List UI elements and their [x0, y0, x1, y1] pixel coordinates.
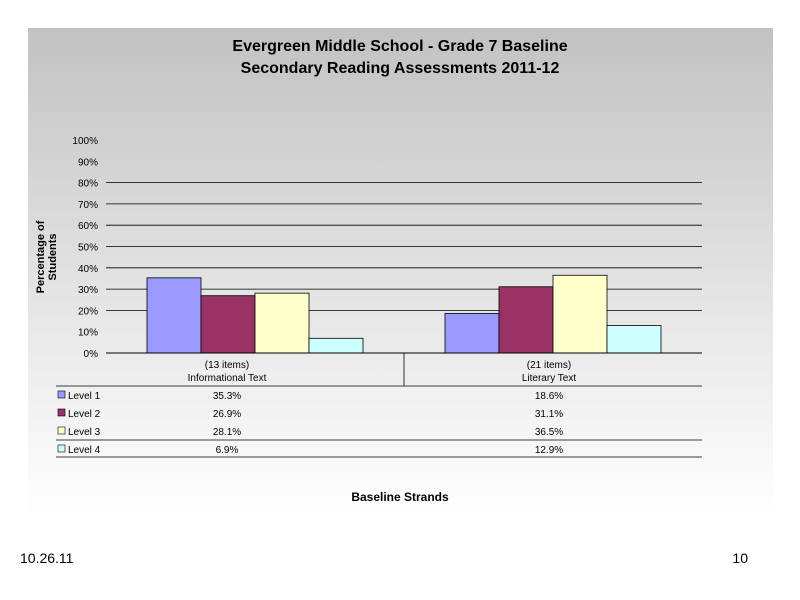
bar-level-2	[200, 295, 256, 354]
x-axis-label: Baseline Strands	[351, 490, 449, 504]
data-label: 35.3%	[213, 391, 241, 402]
y-tick-label: 20%	[78, 306, 98, 317]
y-tick-label: 70%	[78, 200, 98, 211]
bar-level-1	[146, 277, 202, 354]
bar-level-1	[444, 312, 500, 354]
bar-level-4	[308, 337, 364, 354]
chart-title: Evergreen Middle School - Grade 7 Baseli…	[232, 38, 568, 55]
y-tick-label: 10%	[78, 328, 98, 339]
category-label: Informational Text	[188, 373, 267, 384]
data-label: 28.1%	[213, 427, 241, 438]
y-tick-label: 50%	[78, 243, 98, 254]
page-number: 10	[732, 550, 748, 566]
category-label: Literary Text	[522, 373, 577, 384]
chart-subtitle: Secondary Reading Assessments 2011-12	[240, 60, 560, 77]
data-label: 31.1%	[535, 409, 563, 420]
data-label: 12.9%	[535, 445, 563, 456]
category-count: (21 items)	[527, 360, 571, 371]
legend-label: Level 1	[68, 391, 101, 402]
category-count: (13 items)	[205, 360, 249, 371]
data-label: 6.9%	[216, 445, 239, 456]
y-tick-label: 100%	[72, 136, 98, 147]
legend-label: Level 2	[68, 409, 101, 420]
y-tick-label: 0%	[84, 349, 99, 360]
chart-panel	[28, 28, 773, 515]
legend-swatch	[57, 390, 66, 399]
footer-date: 10.26.11	[20, 550, 74, 566]
legend-swatch	[57, 426, 66, 435]
bar-level-3	[552, 274, 608, 354]
legend-swatch	[57, 444, 66, 453]
legend-label: Level 4	[68, 445, 101, 456]
legend-swatch	[57, 408, 66, 417]
data-label: 26.9%	[213, 409, 241, 420]
bar-level-4	[606, 325, 662, 354]
y-tick-label: 80%	[78, 179, 98, 190]
data-label: 18.6%	[535, 391, 563, 402]
y-tick-label: 40%	[78, 264, 98, 275]
bar-level-2	[498, 286, 554, 354]
data-label: 36.5%	[535, 427, 563, 438]
y-tick-label: 90%	[78, 157, 98, 168]
bar-level-3	[254, 292, 310, 354]
y-tick-label: 60%	[78, 221, 98, 232]
y-tick-label: 30%	[78, 285, 98, 296]
legend-label: Level 3	[68, 427, 101, 438]
